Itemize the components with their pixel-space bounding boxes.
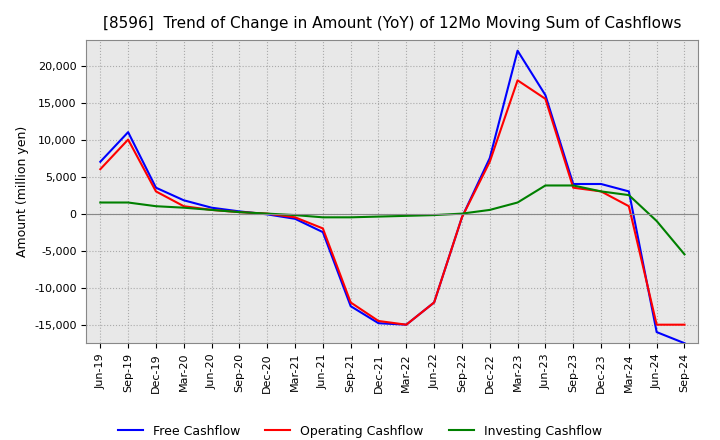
Operating Cashflow bbox=[430, 300, 438, 305]
Investing Cashflow bbox=[374, 214, 383, 219]
Investing Cashflow bbox=[402, 213, 410, 219]
Investing Cashflow bbox=[597, 189, 606, 194]
Free Cashflow bbox=[513, 48, 522, 53]
Line: Operating Cashflow: Operating Cashflow bbox=[100, 81, 685, 325]
Investing Cashflow bbox=[124, 200, 132, 205]
Investing Cashflow bbox=[346, 215, 355, 220]
Operating Cashflow bbox=[124, 137, 132, 142]
Free Cashflow bbox=[541, 92, 550, 98]
Free Cashflow bbox=[235, 209, 243, 214]
Operating Cashflow bbox=[513, 78, 522, 83]
Free Cashflow bbox=[318, 230, 327, 235]
Investing Cashflow bbox=[513, 200, 522, 205]
Operating Cashflow bbox=[263, 211, 271, 216]
Free Cashflow bbox=[291, 216, 300, 221]
Investing Cashflow bbox=[235, 209, 243, 215]
Line: Investing Cashflow: Investing Cashflow bbox=[100, 186, 685, 254]
Investing Cashflow bbox=[291, 213, 300, 218]
Investing Cashflow bbox=[569, 183, 577, 188]
Operating Cashflow bbox=[458, 215, 467, 220]
Operating Cashflow bbox=[179, 204, 188, 209]
Investing Cashflow bbox=[179, 205, 188, 210]
Line: Free Cashflow: Free Cashflow bbox=[100, 51, 685, 343]
Investing Cashflow bbox=[485, 207, 494, 213]
Investing Cashflow bbox=[541, 183, 550, 188]
Free Cashflow bbox=[179, 198, 188, 203]
Investing Cashflow bbox=[652, 218, 661, 224]
Operating Cashflow bbox=[207, 207, 216, 213]
Free Cashflow bbox=[624, 189, 633, 194]
Free Cashflow bbox=[652, 330, 661, 335]
Investing Cashflow bbox=[458, 211, 467, 216]
Operating Cashflow bbox=[318, 226, 327, 231]
Free Cashflow bbox=[263, 212, 271, 217]
Operating Cashflow bbox=[235, 209, 243, 215]
Free Cashflow bbox=[402, 322, 410, 327]
Operating Cashflow bbox=[652, 322, 661, 327]
Title: [8596]  Trend of Change in Amount (YoY) of 12Mo Moving Sum of Cashflows: [8596] Trend of Change in Amount (YoY) o… bbox=[103, 16, 682, 32]
Operating Cashflow bbox=[152, 189, 161, 194]
Free Cashflow bbox=[96, 159, 104, 165]
Operating Cashflow bbox=[96, 167, 104, 172]
Investing Cashflow bbox=[152, 204, 161, 209]
Free Cashflow bbox=[569, 181, 577, 187]
Investing Cashflow bbox=[318, 215, 327, 220]
Operating Cashflow bbox=[374, 319, 383, 324]
Free Cashflow bbox=[374, 321, 383, 326]
Investing Cashflow bbox=[430, 213, 438, 218]
Investing Cashflow bbox=[624, 192, 633, 198]
Operating Cashflow bbox=[485, 159, 494, 165]
Free Cashflow bbox=[430, 300, 438, 305]
Operating Cashflow bbox=[597, 189, 606, 194]
Y-axis label: Amount (million yen): Amount (million yen) bbox=[16, 126, 29, 257]
Investing Cashflow bbox=[207, 207, 216, 213]
Operating Cashflow bbox=[680, 322, 689, 327]
Operating Cashflow bbox=[569, 185, 577, 191]
Operating Cashflow bbox=[624, 204, 633, 209]
Free Cashflow bbox=[485, 155, 494, 161]
Free Cashflow bbox=[346, 304, 355, 309]
Investing Cashflow bbox=[96, 200, 104, 205]
Investing Cashflow bbox=[680, 252, 689, 257]
Free Cashflow bbox=[680, 341, 689, 346]
Legend: Free Cashflow, Operating Cashflow, Investing Cashflow: Free Cashflow, Operating Cashflow, Inves… bbox=[113, 420, 607, 440]
Free Cashflow bbox=[124, 129, 132, 135]
Free Cashflow bbox=[207, 205, 216, 210]
Free Cashflow bbox=[152, 185, 161, 191]
Investing Cashflow bbox=[263, 211, 271, 216]
Operating Cashflow bbox=[402, 322, 410, 327]
Operating Cashflow bbox=[541, 96, 550, 102]
Operating Cashflow bbox=[346, 300, 355, 305]
Free Cashflow bbox=[597, 181, 606, 187]
Free Cashflow bbox=[458, 215, 467, 220]
Operating Cashflow bbox=[291, 215, 300, 220]
